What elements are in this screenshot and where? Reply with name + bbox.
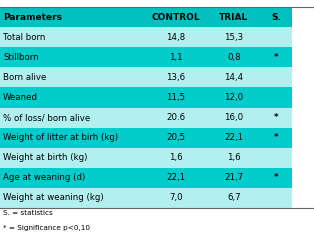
Bar	[144, 168, 207, 188]
Text: Stillborn: Stillborn	[3, 53, 39, 62]
Bar	[261, 27, 292, 47]
Bar	[144, 47, 207, 67]
Text: Weight of litter at birh (kg): Weight of litter at birh (kg)	[3, 133, 118, 142]
Bar	[0, 168, 144, 188]
Bar	[144, 108, 207, 128]
Text: Parameters: Parameters	[3, 13, 62, 22]
Text: Weaned: Weaned	[3, 93, 38, 102]
Text: * = Significance p<0,10: * = Significance p<0,10	[3, 225, 90, 231]
Bar	[144, 128, 207, 148]
Bar	[0, 7, 144, 27]
Text: 13,6: 13,6	[166, 73, 185, 82]
Bar	[207, 87, 261, 108]
Text: 22,1: 22,1	[166, 173, 185, 182]
Text: Age at weaning (d): Age at weaning (d)	[3, 173, 85, 182]
Bar	[144, 87, 207, 108]
Bar	[144, 188, 207, 208]
Bar	[144, 7, 207, 27]
Bar	[207, 27, 261, 47]
Text: 7,0: 7,0	[169, 193, 183, 202]
Text: TRIAL: TRIAL	[219, 13, 249, 22]
Bar	[144, 148, 207, 168]
Text: 1,1: 1,1	[169, 53, 183, 62]
Text: *: *	[274, 113, 279, 122]
Bar	[0, 87, 144, 108]
Text: *: *	[274, 173, 279, 182]
Bar	[0, 128, 144, 148]
Text: 0,8: 0,8	[227, 53, 241, 62]
Text: *: *	[274, 53, 279, 62]
Bar	[261, 168, 292, 188]
Text: 21,7: 21,7	[225, 173, 243, 182]
Text: 20.6: 20.6	[166, 113, 185, 122]
Bar	[207, 47, 261, 67]
Text: 1,6: 1,6	[169, 153, 183, 162]
Text: *: *	[274, 133, 279, 142]
Text: 20,5: 20,5	[166, 133, 185, 142]
Bar	[0, 47, 144, 67]
Bar	[0, 188, 144, 208]
Bar	[261, 128, 292, 148]
Bar	[261, 67, 292, 87]
Bar	[207, 188, 261, 208]
Bar	[261, 108, 292, 128]
Bar	[207, 148, 261, 168]
Text: S. = statistics: S. = statistics	[3, 210, 53, 216]
Bar	[207, 168, 261, 188]
Bar	[261, 87, 292, 108]
Bar	[207, 108, 261, 128]
Text: Total born: Total born	[3, 33, 46, 42]
Bar	[207, 7, 261, 27]
Bar	[144, 67, 207, 87]
Text: S.: S.	[271, 13, 281, 22]
Text: % of loss/ born alive: % of loss/ born alive	[3, 113, 90, 122]
Bar	[0, 108, 144, 128]
Text: Weight at birth (kg): Weight at birth (kg)	[3, 153, 88, 162]
Text: 14,8: 14,8	[166, 33, 185, 42]
Bar	[261, 188, 292, 208]
Bar	[0, 27, 144, 47]
Bar	[0, 67, 144, 87]
Text: Born alive: Born alive	[3, 73, 46, 82]
Text: Weight at weaning (kg): Weight at weaning (kg)	[3, 193, 104, 202]
Text: 11,5: 11,5	[166, 93, 185, 102]
Text: 1,6: 1,6	[227, 153, 241, 162]
Text: 16,0: 16,0	[225, 113, 243, 122]
Bar	[144, 27, 207, 47]
Bar	[207, 128, 261, 148]
Bar	[261, 148, 292, 168]
Bar	[261, 7, 292, 27]
Text: 6,7: 6,7	[227, 193, 241, 202]
Text: 12,0: 12,0	[225, 93, 243, 102]
Text: CONTROL: CONTROL	[152, 13, 200, 22]
Bar	[207, 67, 261, 87]
Text: 22,1: 22,1	[225, 133, 243, 142]
Bar	[0, 148, 144, 168]
Text: 15,3: 15,3	[225, 33, 243, 42]
Text: 14,4: 14,4	[225, 73, 243, 82]
Bar	[261, 47, 292, 67]
